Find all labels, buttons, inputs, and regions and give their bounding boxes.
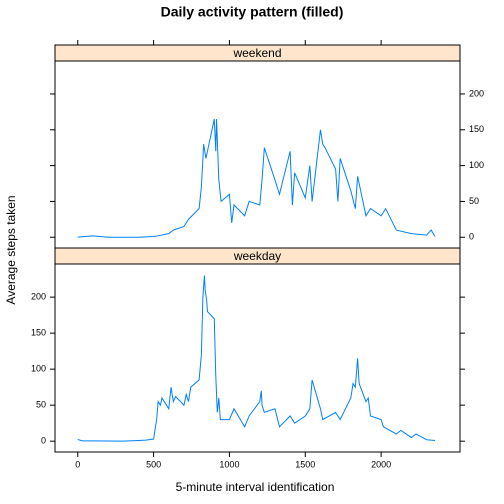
x-axis-label: 5-minute interval identification: [176, 480, 335, 494]
x-tick-label: 1500: [295, 459, 315, 469]
panel: [54, 60, 461, 249]
chart-title: Daily activity pattern (filled): [161, 4, 344, 20]
y-tick-label: 200: [31, 292, 46, 302]
x-tick-label: 2000: [371, 459, 391, 469]
y-tick-label: 150: [31, 328, 46, 338]
y-tick-label: 200: [469, 88, 484, 98]
x-tick-label: 1000: [219, 459, 239, 469]
data-line: [77, 118, 436, 238]
y-tick-label: 50: [36, 400, 46, 410]
y-tick-label: 0: [469, 232, 474, 242]
panel: [54, 263, 461, 453]
strip-label: weekend: [232, 46, 281, 60]
y-tick-label: 100: [31, 364, 46, 374]
strip-label: weekday: [233, 249, 281, 263]
y-tick-label: 50: [469, 196, 479, 206]
data-line: [77, 275, 436, 442]
y-axis-label: Average steps taken: [4, 195, 18, 304]
x-tick-label: 0: [75, 459, 80, 469]
y-tick-label: 150: [469, 124, 484, 134]
x-tick-label: 500: [146, 459, 161, 469]
y-tick-label: 100: [469, 160, 484, 170]
y-tick-label: 0: [41, 436, 46, 446]
